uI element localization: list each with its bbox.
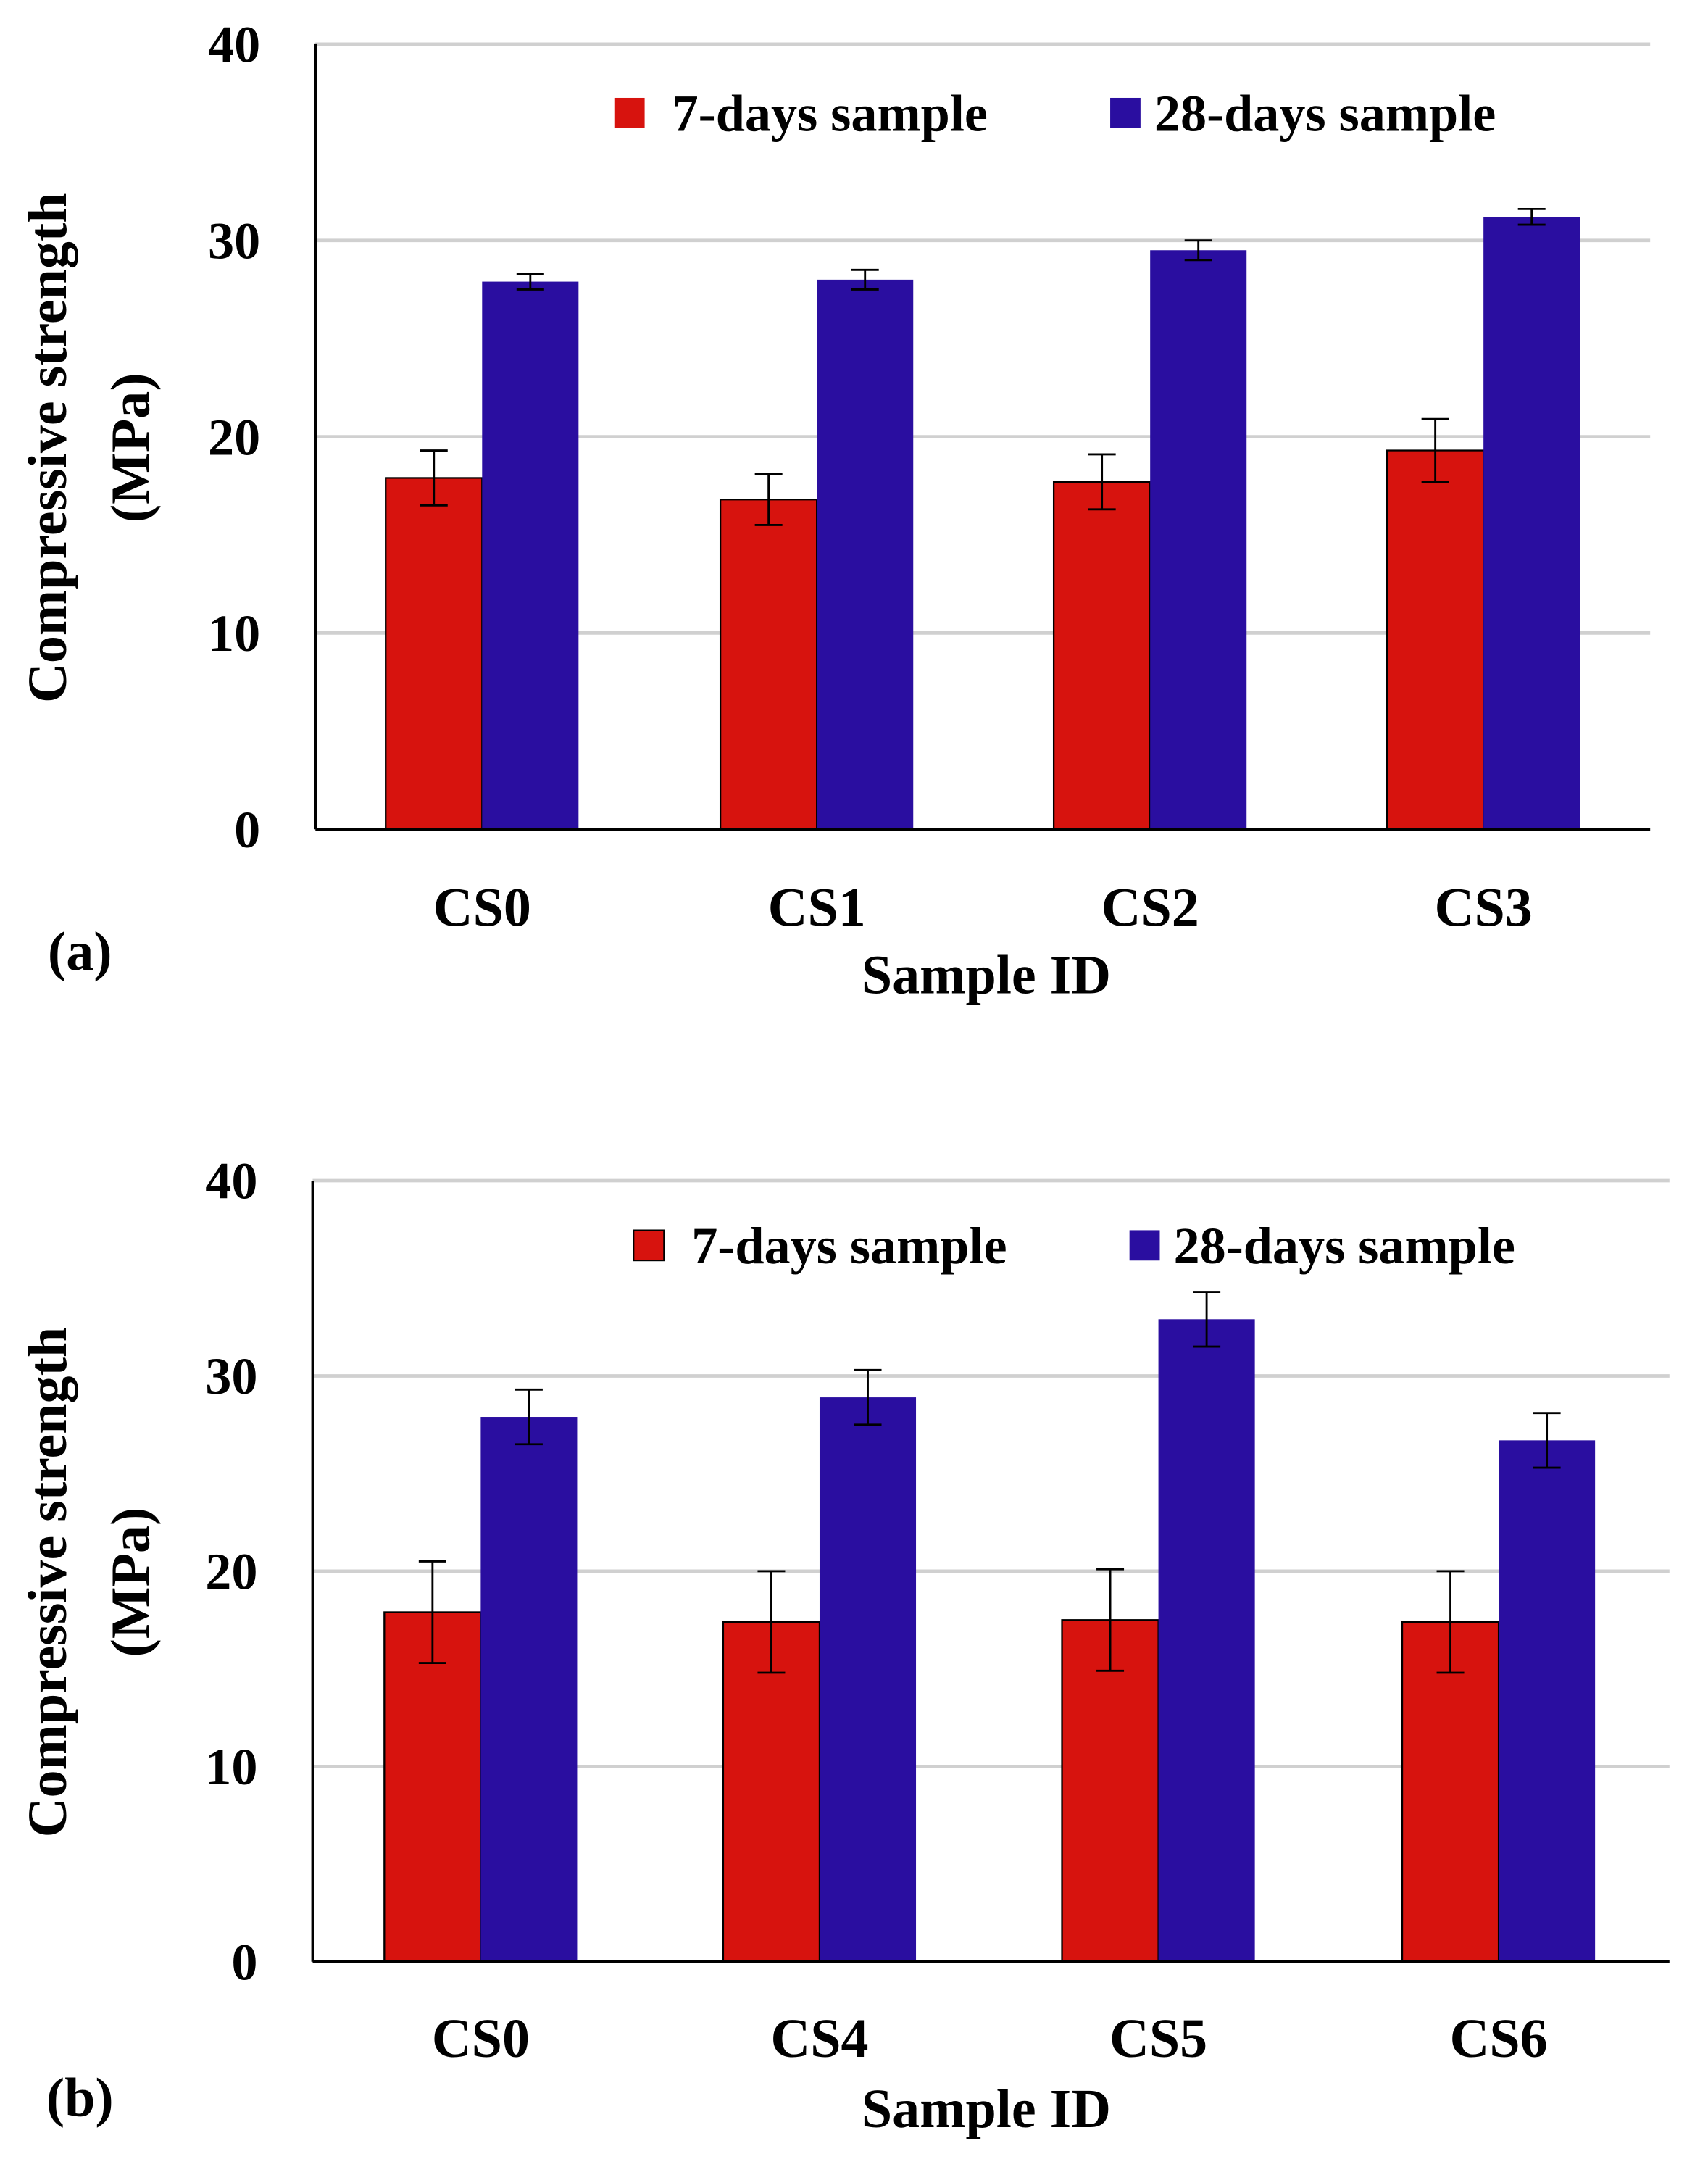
- bar-7-days: [1401, 1621, 1500, 1963]
- y-axis-label-line1: Compressive strength: [17, 1327, 78, 1838]
- bar-7-days: [1052, 481, 1151, 831]
- legend-label-7-days: 7-days sample: [691, 1217, 1007, 1275]
- x-tick-label: CS3: [1435, 877, 1533, 938]
- bar-28-days: [1158, 1319, 1255, 1962]
- x-tick-label: CS2: [1101, 877, 1199, 938]
- bar-7-days: [383, 1611, 482, 1963]
- x-tick-label: CS1: [768, 877, 866, 938]
- y-tick-label: 40: [208, 16, 260, 74]
- chart-panel-b: 0 10 20 30 40 CS0 CS4 CS5 CS6 7-days sample 28-day…: [17, 1152, 1670, 2139]
- bar-28-days: [1483, 217, 1580, 830]
- x-tick-label: CS0: [432, 2008, 530, 2069]
- bar-28-days: [482, 281, 579, 830]
- bar-7-days: [722, 1621, 821, 1963]
- y-tick-label: 40: [205, 1152, 257, 1210]
- legend-swatch-28-days: [1129, 1230, 1160, 1261]
- panel-label: (b): [46, 2068, 114, 2129]
- y-tick-label: 30: [205, 1347, 257, 1405]
- bar-28-days: [817, 279, 914, 830]
- x-tick-label: CS6: [1449, 2008, 1547, 2069]
- bar-7-days: [385, 477, 483, 831]
- y-tick-label: 10: [205, 1738, 257, 1796]
- y-tick-label: 20: [205, 1543, 257, 1601]
- x-tick-label: CS0: [433, 877, 531, 938]
- x-axis-label: Sample ID: [862, 944, 1111, 1005]
- y-axis-label-line1: Compressive strength: [17, 193, 78, 704]
- legend-label-28-days: 28-days sample: [1173, 1217, 1515, 1275]
- bar-7-days: [1061, 1619, 1159, 1963]
- bar-7-days: [1386, 449, 1485, 831]
- legend-swatch-28-days: [1110, 97, 1141, 128]
- x-tick-label: CS4: [770, 2008, 868, 2069]
- y-axis-label-line2: (MPa): [100, 373, 161, 523]
- legend-label-28-days: 28-days sample: [1154, 85, 1496, 143]
- bar-28-days: [1499, 1440, 1596, 1962]
- y-tick-label: 10: [208, 604, 260, 662]
- bar-28-days: [819, 1397, 917, 1962]
- y-tick-label: 20: [208, 408, 260, 466]
- y-tick-label: 30: [208, 212, 260, 270]
- x-tick-label: CS5: [1109, 2008, 1207, 2069]
- bar-7-days: [719, 499, 818, 831]
- legend-label-7-days: 7-days sample: [672, 85, 988, 143]
- bar-28-days: [480, 1417, 578, 1962]
- legend-swatch-7-days: [633, 1229, 665, 1262]
- x-axis-label: Sample ID: [862, 2079, 1111, 2139]
- panel-label: (a): [48, 921, 112, 982]
- y-tick-label: 0: [231, 1933, 257, 1991]
- bar-28-days: [1150, 250, 1247, 830]
- y-axis-label-line2: (MPa): [100, 1507, 161, 1658]
- legend-swatch-7-days: [614, 97, 645, 128]
- chart-panel-a: 0 10 20 30 40 CS0 CS1 CS2 CS3 7-days sample 28-day…: [17, 16, 1651, 1005]
- y-tick-label: 0: [234, 801, 260, 859]
